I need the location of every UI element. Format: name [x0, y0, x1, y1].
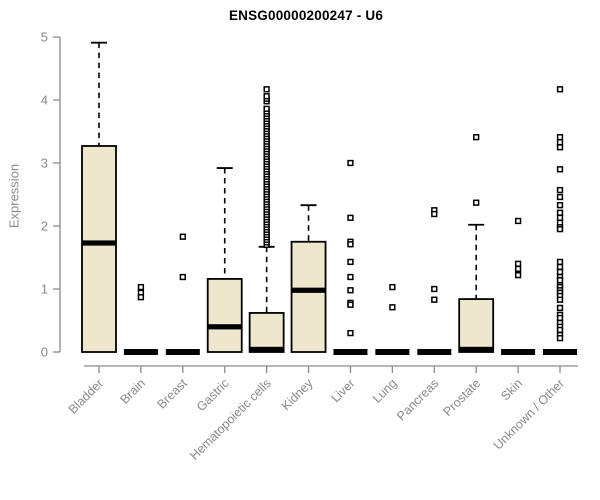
outlier-point-liver	[347, 301, 354, 308]
x-tick-label-liver: Liver	[329, 376, 358, 405]
outlier-point-unknown-other	[556, 202, 564, 209]
outlier-point-liver	[347, 287, 354, 294]
outlier-point-skin	[514, 260, 522, 267]
median-prostate	[459, 346, 494, 352]
outlier-point-lung	[389, 283, 396, 291]
outlier-point-breast	[179, 233, 186, 240]
median-hematopoietic-cells	[249, 346, 284, 352]
outlier-point-pancreas	[431, 285, 438, 293]
x-tick-label-skin: Skin	[498, 376, 525, 403]
outlier-point-liver	[347, 241, 354, 248]
y-tick-label: 5	[41, 30, 48, 45]
flat-box-unknown-other	[543, 349, 578, 355]
y-tick-label: 2	[41, 219, 48, 234]
chart-title: ENSG00000200247 - U6	[228, 8, 384, 23]
outlier-point-liver	[347, 329, 354, 337]
outlier-point-skin	[514, 265, 522, 272]
outlier-point-unknown-other	[556, 226, 564, 233]
box-gastric	[206, 278, 243, 353]
outlier-point-unknown-other	[556, 263, 564, 271]
outlier-point-unknown-other	[556, 134, 564, 141]
outlier-point-unknown-other	[556, 193, 564, 201]
outlier-point-brain	[137, 294, 145, 301]
x-tick-label-gastric: Gastric	[194, 376, 232, 414]
outlier-point-unknown-other	[556, 314, 564, 322]
outlier-point-prostate	[473, 199, 480, 206]
outlier-point-unknown-other	[556, 277, 564, 284]
y-tick-label: 1	[41, 282, 48, 297]
x-tick-label-pancreas: Pancreas	[394, 376, 441, 423]
outlier-point-unknown-other	[556, 144, 564, 151]
outlier-point-liver	[347, 214, 354, 221]
outlier-point-liver	[347, 273, 354, 281]
outlier-point-pancreas	[431, 296, 438, 303]
outlier-point-unknown-other	[556, 268, 564, 276]
box-kidney	[290, 240, 327, 353]
outlier-point-hematopoietic-cells	[263, 105, 270, 112]
flat-box-pancreas	[417, 349, 452, 355]
outlier-point-hematopoietic-cells	[263, 86, 270, 93]
outlier-point-breast	[179, 273, 186, 281]
median-kidney	[291, 287, 326, 293]
box-hematopoietic-cells	[248, 312, 285, 353]
median-bladder	[82, 240, 116, 246]
outlier-point-prostate	[473, 134, 480, 141]
outlier-point-pancreas	[431, 210, 438, 218]
outlier-point-unknown-other	[556, 186, 564, 194]
y-tick-label: 0	[41, 345, 48, 360]
outlier-point-unknown-other	[556, 258, 564, 266]
y-axis-label: Expression	[6, 163, 22, 229]
outlier-point-skin	[514, 271, 522, 279]
outlier-point-unknown-other	[556, 334, 564, 342]
x-tick-label-kidney: Kidney	[279, 376, 316, 413]
box-prostate	[458, 298, 495, 353]
outlier-point-unknown-other	[556, 214, 564, 221]
flat-box-liver	[333, 349, 368, 355]
flat-box-breast	[165, 349, 200, 355]
outlier-point-brain	[137, 283, 145, 291]
outlier-point-unknown-other	[556, 139, 564, 146]
outlier-point-skin	[514, 217, 522, 225]
outlier-point-hematopoietic-cells	[263, 93, 270, 100]
y-tick-label: 4	[41, 93, 48, 108]
outlier-point-unknown-other	[556, 209, 564, 216]
outlier-point-lung	[389, 304, 396, 311]
outlier-point-unknown-other	[556, 326, 564, 334]
outlier-point-unknown-other	[556, 166, 564, 173]
x-tick-label-prostate: Prostate	[440, 376, 483, 419]
flat-box-skin	[501, 349, 536, 355]
outlier-point-unknown-other	[556, 296, 564, 303]
outlier-point-unknown-other	[556, 86, 564, 93]
flat-box-lung	[375, 349, 410, 355]
x-tick-label-lung: Lung	[370, 376, 400, 406]
x-tick-label-breast: Breast	[154, 376, 190, 412]
x-tick-label-hematopoietic-cells: Hematopoietic cells	[187, 376, 274, 463]
x-tick-label-bladder: Bladder	[66, 376, 106, 416]
outlier-point-liver	[347, 258, 354, 266]
outlier-point-unknown-other	[556, 304, 564, 312]
outlier-point-liver	[347, 159, 354, 167]
box-bladder	[81, 145, 117, 353]
x-tick-label-brain: Brain	[117, 376, 148, 407]
x-tick-label-unknown-other: Unknown / Other	[491, 376, 567, 452]
median-gastric	[207, 324, 242, 330]
y-tick-label: 3	[41, 156, 48, 171]
flat-box-brain	[123, 349, 158, 355]
